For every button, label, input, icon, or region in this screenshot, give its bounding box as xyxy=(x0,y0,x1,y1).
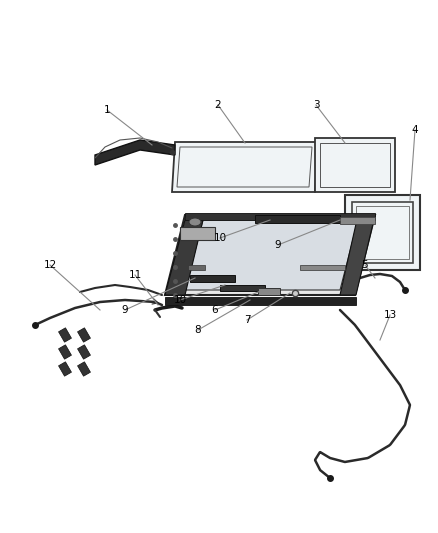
Text: 12: 12 xyxy=(43,260,57,270)
Polygon shape xyxy=(190,275,235,282)
Text: 9: 9 xyxy=(122,305,128,315)
Polygon shape xyxy=(172,142,318,192)
Polygon shape xyxy=(220,285,265,291)
Polygon shape xyxy=(165,220,203,295)
Text: 13: 13 xyxy=(383,310,397,320)
Polygon shape xyxy=(188,265,205,270)
Polygon shape xyxy=(185,220,358,290)
Ellipse shape xyxy=(189,218,201,226)
Bar xyxy=(78,328,91,342)
Text: 10: 10 xyxy=(213,233,226,243)
Polygon shape xyxy=(95,140,175,165)
Bar xyxy=(78,345,91,359)
Text: 3: 3 xyxy=(313,100,319,110)
Polygon shape xyxy=(300,265,345,270)
Polygon shape xyxy=(165,215,375,295)
Text: 2: 2 xyxy=(215,100,221,110)
Polygon shape xyxy=(315,138,395,192)
Bar xyxy=(59,328,71,342)
Bar xyxy=(59,345,71,359)
Polygon shape xyxy=(258,288,280,295)
Text: 9: 9 xyxy=(275,240,281,250)
Polygon shape xyxy=(255,215,340,223)
Polygon shape xyxy=(185,213,375,220)
Polygon shape xyxy=(165,297,356,305)
Polygon shape xyxy=(340,215,375,295)
Text: 10: 10 xyxy=(173,295,187,305)
Text: 6: 6 xyxy=(212,305,218,315)
Bar xyxy=(59,362,71,376)
Text: 1: 1 xyxy=(104,105,110,115)
Text: 11: 11 xyxy=(128,270,141,280)
Polygon shape xyxy=(180,227,215,240)
Text: 5: 5 xyxy=(362,260,368,270)
Text: 8: 8 xyxy=(194,325,201,335)
Text: 4: 4 xyxy=(412,125,418,135)
Polygon shape xyxy=(340,217,375,224)
Text: 7: 7 xyxy=(244,315,250,325)
Bar xyxy=(78,362,91,376)
Polygon shape xyxy=(345,195,420,270)
